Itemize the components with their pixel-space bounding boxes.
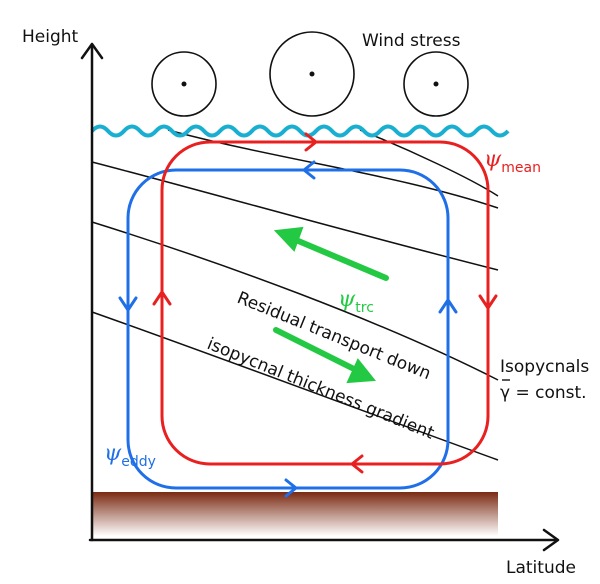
mean-arrow-left	[152, 290, 172, 306]
mean-arrowheads	[152, 132, 498, 474]
axes	[80, 42, 560, 552]
wind-circle-icon-right	[403, 51, 469, 117]
eddy-arrow-bottom	[284, 478, 298, 498]
x-axis-label: Latitude	[506, 558, 576, 578]
wind-circle-icon-center	[269, 31, 355, 117]
seafloor	[92, 492, 498, 536]
wind-dot-icon-right	[433, 81, 439, 87]
psi-trc-label: ψtrc	[338, 287, 374, 316]
trc-arrow-lower-shaft	[273, 327, 359, 373]
x-axis-arrowhead	[542, 528, 560, 552]
isopycnal-5	[359, 129, 499, 197]
isopycnals-label: Isopycnals	[500, 357, 589, 377]
sea-surface-wave	[90, 124, 510, 138]
mean-arrow-top	[304, 132, 318, 152]
mean-arrow-bottom	[350, 454, 364, 474]
isopycnal-4	[91, 311, 499, 461]
psi-eddy-loop	[126, 168, 450, 490]
mean-arrow-right	[478, 294, 498, 310]
trc-arrow-upper-shaft	[293, 237, 389, 281]
isopycnal-lines	[91, 129, 499, 461]
psi-eddy-label: ψeddy	[104, 441, 156, 470]
gamma-const-label: γ = const.	[500, 383, 587, 403]
trc-arrow-upper-head	[273, 226, 304, 252]
wind-dot-icon-center	[309, 71, 315, 77]
y-axis-arrowhead	[80, 42, 104, 60]
eddy-arrow-top	[302, 160, 316, 180]
eddy-arrow-right	[438, 298, 458, 314]
eddy-arrowheads	[118, 160, 458, 498]
wind-dot-icon-left	[181, 81, 187, 87]
wind-stress-circles	[151, 31, 469, 117]
trc-arrows	[273, 226, 389, 384]
psi-mean-loop	[160, 140, 490, 466]
y-axis-label: Height	[22, 27, 79, 47]
trc-arrow-lower-head	[346, 358, 376, 384]
wind-stress-label: Wind stress	[362, 31, 461, 51]
wind-circle-icon-left	[151, 51, 217, 117]
isopycnal-2	[91, 161, 499, 271]
eddy-arrow-left	[118, 296, 138, 312]
psi-mean-label: ψmean	[484, 147, 541, 176]
